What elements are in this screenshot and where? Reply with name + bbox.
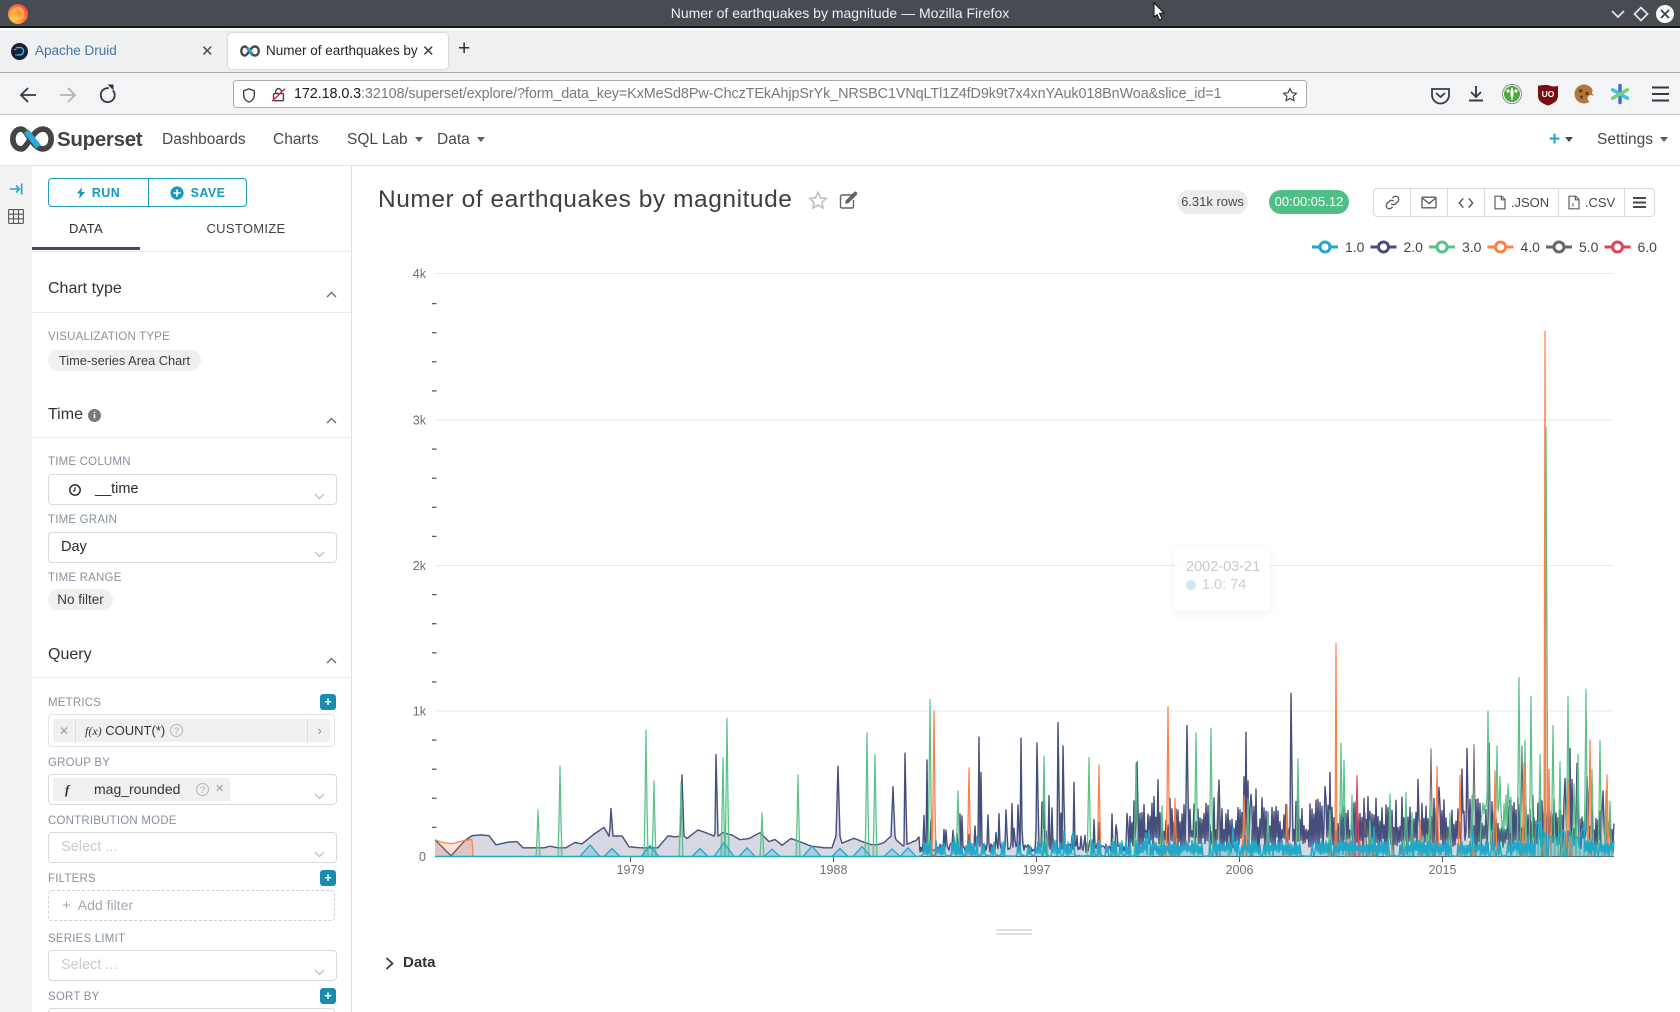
svg-text:1979: 1979	[617, 863, 645, 877]
svg-text:4k: 4k	[413, 267, 427, 281]
svg-text:0: 0	[419, 850, 426, 864]
svg-text:1988: 1988	[820, 863, 848, 877]
svg-text:2.0: 2.0	[1404, 239, 1424, 255]
svg-text:5.0: 5.0	[1579, 239, 1599, 255]
svg-text:1.0: 1.0	[1345, 239, 1365, 255]
svg-text:3k: 3k	[413, 414, 427, 428]
svg-text:2015: 2015	[1429, 863, 1457, 877]
svg-text:UO: UO	[1542, 89, 1555, 99]
svg-text:3.0: 3.0	[1462, 239, 1482, 255]
svg-text:x: x	[1571, 203, 1574, 209]
svg-text:2k: 2k	[413, 559, 427, 573]
svg-text:4.0: 4.0	[1521, 239, 1541, 255]
svg-text:1k: 1k	[413, 705, 427, 719]
svg-text:6.0: 6.0	[1638, 239, 1658, 255]
svg-text:1997: 1997	[1023, 863, 1051, 877]
svg-text:2006: 2006	[1226, 863, 1254, 877]
